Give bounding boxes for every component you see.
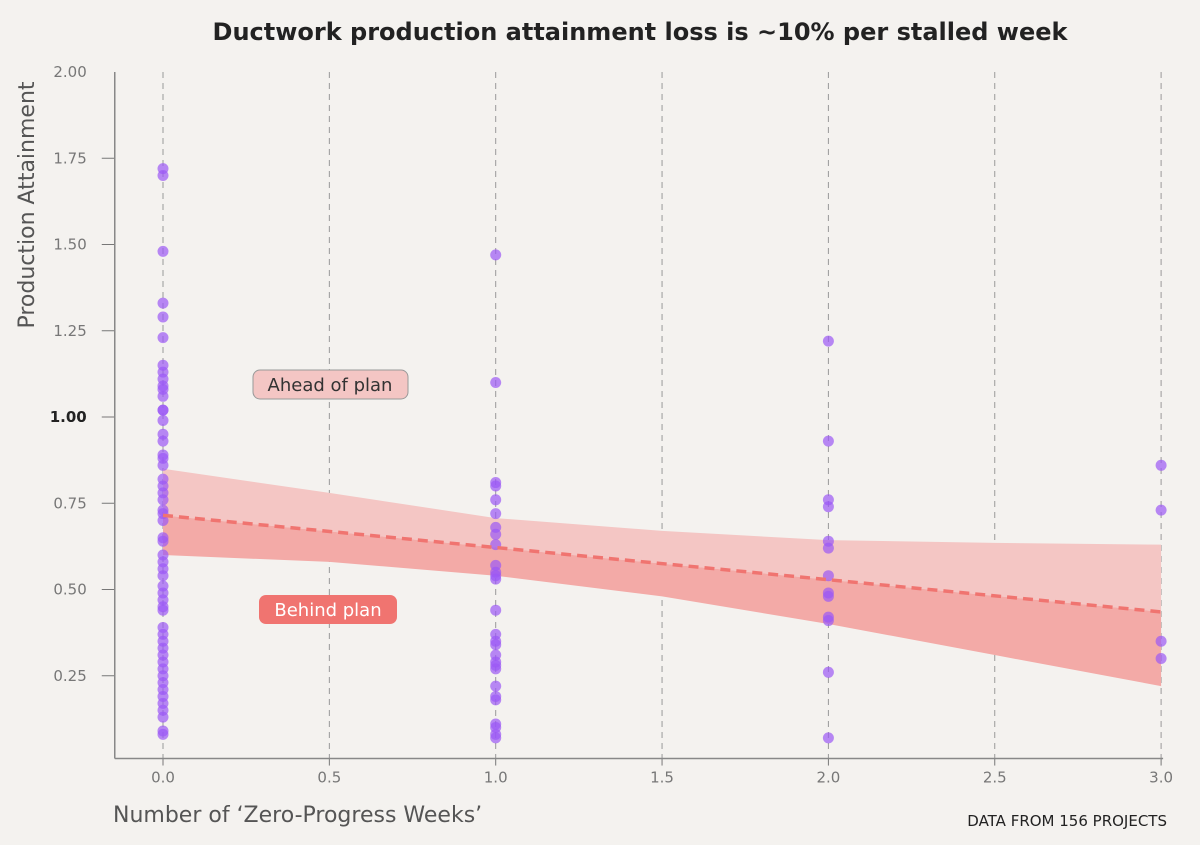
data-point — [157, 711, 169, 723]
annotation-ahead-box — [252, 369, 409, 400]
data-point — [157, 459, 169, 471]
grid — [162, 72, 1162, 759]
data-point — [822, 732, 834, 744]
data-point — [490, 508, 502, 520]
x-tick-label: 1.0 — [484, 769, 508, 787]
footnote: DATA FROM 156 PROJECTS — [967, 812, 1167, 830]
y-axis-label: Production Attainment — [15, 81, 40, 328]
trend-line — [162, 513, 1162, 614]
x-tick-label: 0.5 — [317, 769, 341, 787]
data-point — [1155, 653, 1167, 664]
x-tick-label: 2.5 — [983, 769, 1007, 787]
data-point — [157, 332, 169, 344]
annotation-behind-box — [259, 595, 397, 624]
data-point — [490, 573, 502, 585]
data-point — [490, 480, 502, 492]
data-point — [822, 335, 834, 347]
y-tick-label: 1.25 — [53, 322, 86, 340]
data-point — [490, 528, 502, 540]
data-point — [490, 732, 502, 744]
data-point — [157, 535, 169, 547]
annotation-ahead: Ahead of plan — [252, 369, 409, 400]
x-tick-label: 2.0 — [816, 769, 840, 787]
chart-title: Ductwork production attainment loss is ~… — [213, 18, 1069, 46]
data-point — [822, 590, 834, 602]
data-point — [490, 494, 502, 506]
data-point — [1155, 504, 1167, 516]
annotation-behind-text: Behind plan — [274, 600, 381, 621]
data-point — [157, 297, 169, 309]
data-point — [490, 249, 502, 261]
data-point — [822, 501, 834, 513]
data-point — [490, 604, 502, 616]
data-point — [157, 435, 169, 447]
confidence-band-lower — [163, 515, 1162, 687]
annotation-ahead-text: Ahead of plan — [268, 375, 393, 396]
scatter-points — [157, 163, 1167, 744]
data-point — [1155, 459, 1167, 471]
x-tick-label: 0.0 — [151, 769, 175, 787]
data-point — [822, 615, 834, 627]
data-point — [822, 435, 834, 447]
y-tick-label: 1.50 — [53, 236, 86, 254]
data-point — [157, 245, 169, 257]
data-point — [157, 494, 169, 506]
data-point — [490, 377, 502, 388]
y-tick-label: 0.25 — [53, 667, 86, 685]
data-point — [157, 414, 169, 426]
confidence-band-upper — [163, 468, 1162, 612]
tick-labels: 0.0 0.5 1.0 1.5 2.0 2.5 3.0 0.25 0.50 0.75 1.00 1.2… — [50, 63, 1173, 787]
data-point — [157, 570, 169, 582]
y-tick-label: 1.75 — [53, 149, 86, 167]
y-tick-label: 1.00 — [50, 408, 87, 426]
data-point — [157, 404, 169, 416]
data-point — [157, 728, 169, 740]
x-tick-label: 1.5 — [650, 769, 674, 787]
x-tick-label: 3.0 — [1149, 769, 1173, 787]
y-tick-label: 2.00 — [53, 63, 86, 81]
data-point — [490, 680, 502, 692]
annotation-behind: Behind plan — [259, 595, 397, 624]
data-point — [490, 639, 502, 651]
x-axis-label: Number of ‘Zero-Progress Weeks’ — [113, 803, 482, 828]
data-point — [490, 694, 502, 706]
data-point — [1155, 635, 1167, 647]
y-tick-label: 0.75 — [53, 494, 86, 512]
y-tick-label: 0.50 — [53, 581, 86, 599]
axes — [101, 72, 1164, 766]
data-point — [822, 666, 834, 678]
data-point — [157, 170, 169, 181]
data-point — [157, 311, 169, 323]
data-point — [822, 542, 834, 554]
data-point — [490, 663, 502, 675]
data-point — [157, 390, 169, 402]
data-point — [157, 604, 169, 616]
data-point — [157, 515, 169, 526]
